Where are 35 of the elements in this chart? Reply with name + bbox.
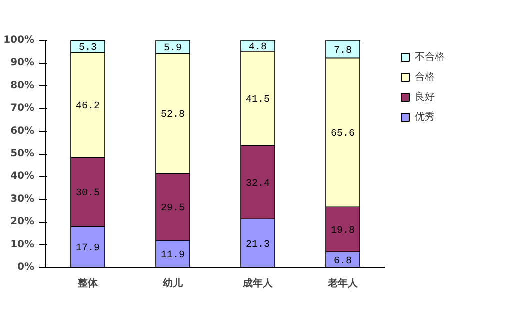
y-tick-label: 50%: [10, 148, 34, 160]
y-tick-label: 40%: [10, 171, 34, 182]
legend-label: 不合格: [415, 50, 445, 64]
y-tick-label: 20%: [10, 216, 34, 228]
x-tick-label: 整体: [77, 278, 99, 290]
data-label: 30.5: [76, 188, 100, 200]
x-tick-label: 幼儿: [162, 278, 184, 290]
data-label: 4.8: [249, 42, 268, 54]
x-tick-label: 老年人: [327, 278, 359, 290]
data-label: 29.5: [161, 204, 186, 215]
data-label: 17.9: [76, 244, 100, 255]
data-label: 52.8: [161, 110, 186, 122]
data-label: 5.9: [164, 43, 182, 54]
data-label: 21.3: [246, 240, 270, 251]
data-label: 46.2: [76, 102, 100, 113]
y-tick-label: 10%: [10, 239, 34, 250]
legend-label: 合格: [415, 70, 435, 84]
x-tick-label: 成年人: [242, 278, 274, 290]
data-label: 11.9: [161, 250, 186, 262]
legend-label: 优秀: [415, 110, 435, 124]
data-label: 41.5: [246, 95, 270, 106]
y-tick-label: 60%: [10, 126, 34, 137]
data-label: 5.3: [79, 43, 98, 54]
data-label: 6.8: [334, 256, 352, 268]
data-label: 7.8: [334, 46, 352, 57]
y-tick-label: 80%: [10, 80, 34, 92]
y-tick-label: 70%: [10, 103, 34, 114]
data-label: 19.8: [331, 226, 356, 238]
y-tick-label: 0%: [18, 262, 35, 273]
y-tick-label: 100%: [4, 35, 35, 46]
y-tick-label: 90%: [10, 58, 34, 69]
data-label: 65.6: [331, 129, 356, 140]
legend-label: 良好: [415, 90, 435, 104]
y-tick-label: 30%: [10, 194, 34, 205]
data-label: 32.4: [246, 178, 270, 190]
